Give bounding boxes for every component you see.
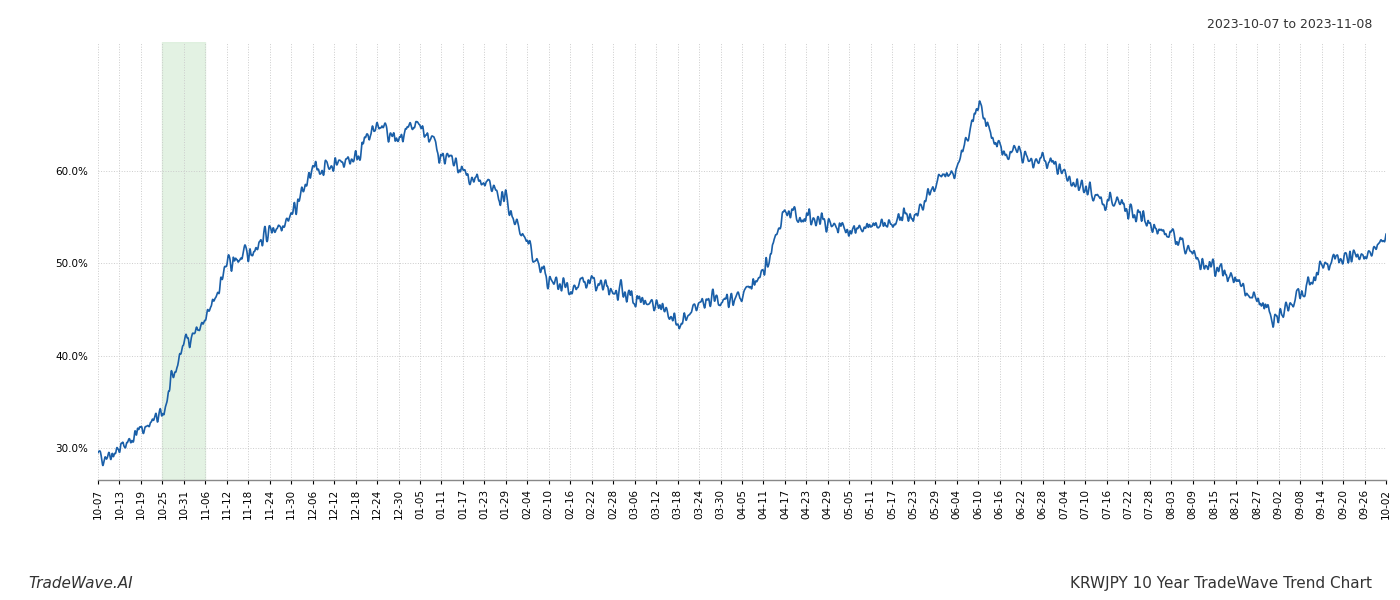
Text: TradeWave.AI: TradeWave.AI	[28, 576, 133, 591]
Bar	[162, 42, 206, 480]
Text: KRWJPY 10 Year TradeWave Trend Chart: KRWJPY 10 Year TradeWave Trend Chart	[1070, 576, 1372, 591]
Text: 2023-10-07 to 2023-11-08: 2023-10-07 to 2023-11-08	[1207, 18, 1372, 31]
